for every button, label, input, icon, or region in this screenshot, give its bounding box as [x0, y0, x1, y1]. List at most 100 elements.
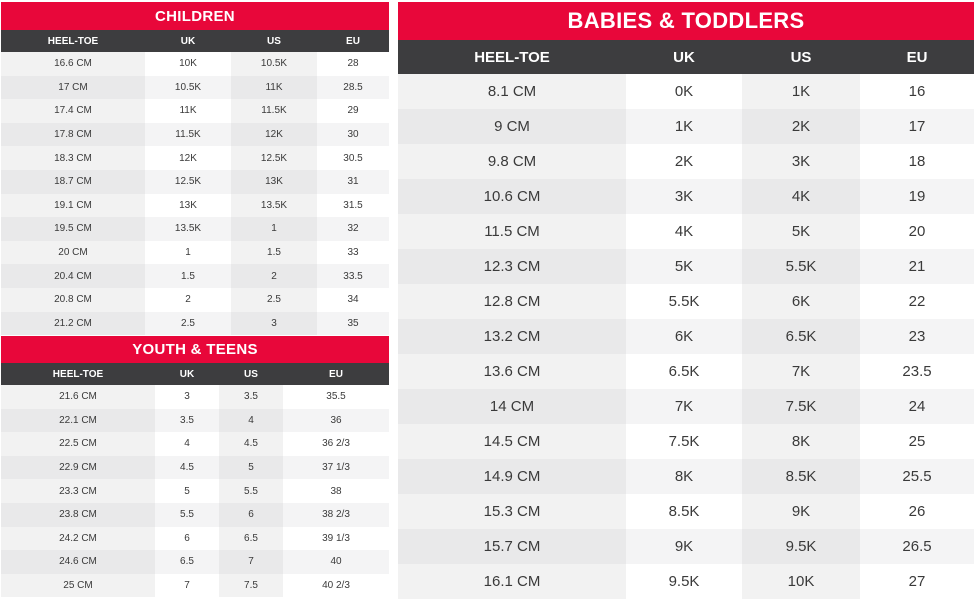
cell-uk: 3K — [626, 179, 742, 214]
cell-us: 1 — [231, 217, 317, 241]
cell-uk: 13K — [145, 193, 231, 218]
cell-eu: 28.5 — [317, 75, 389, 100]
cell-us: 12K — [231, 122, 317, 147]
cell-heel-toe: 18.3 CM — [1, 146, 145, 170]
cell-us: 7.5K — [742, 389, 860, 424]
cell-uk: 10K — [145, 52, 231, 76]
header-eu: EU — [346, 35, 360, 47]
cell-uk: 8.5K — [626, 494, 742, 529]
cell-us: 10.5K — [231, 52, 317, 76]
cell-eu: 40 2/3 — [283, 573, 389, 598]
cell-us: 4 — [219, 408, 283, 433]
cell-uk: 8K — [626, 459, 742, 494]
cell-uk: 5.5K — [626, 284, 742, 319]
cell-us: 1.5 — [231, 240, 317, 265]
table-row: 21.2 CM 2.5 3 35 — [1, 311, 389, 336]
table-row: 17.8 CM 11.5K 12K 30 — [1, 122, 389, 147]
table-row: 21.6 CM 3 3.5 35.5 — [1, 385, 389, 409]
table-row: 17.4 CM 11K 11.5K 29 — [1, 99, 389, 123]
cell-uk: 6.5K — [626, 354, 742, 389]
cell-uk: 4K — [626, 214, 742, 249]
youth-teens-title: YOUTH & TEENS — [1, 336, 389, 363]
cell-eu: 40 — [283, 550, 389, 574]
table-row: 18.3 CM 12K 12.5K 30.5 — [1, 146, 389, 170]
cell-eu: 28 — [317, 52, 389, 76]
cell-uk: 0K — [626, 74, 742, 109]
cell-heel-toe: 18.7 CM — [1, 169, 145, 194]
table-row: 15.3 CM 8.5K 9K 26 — [398, 494, 974, 529]
table-row: 25 CM 7 7.5 40 2/3 — [1, 573, 389, 598]
cell-us: 8K — [742, 424, 860, 459]
header-us: US — [267, 35, 281, 47]
header-heel-toe: HEEL-TOE — [474, 48, 550, 66]
cell-uk: 7 — [155, 573, 219, 598]
cell-heel-toe: 20.8 CM — [1, 287, 145, 312]
cell-heel-toe: 22.5 CM — [1, 432, 155, 456]
cell-us: 7.5 — [219, 573, 283, 598]
cell-uk: 4 — [155, 432, 219, 456]
cell-uk: 2 — [145, 287, 231, 312]
table-row: 19.1 CM 13K 13.5K 31.5 — [1, 193, 389, 218]
table-row: 14 CM 7K 7.5K 24 — [398, 389, 974, 424]
cell-heel-toe: 19.1 CM — [1, 193, 145, 218]
cell-us: 7K — [742, 354, 860, 389]
cell-eu: 39 1/3 — [283, 526, 389, 551]
cell-heel-toe: 24.6 CM — [1, 550, 155, 574]
cell-us: 11K — [231, 75, 317, 100]
table-row: 14.9 CM 8K 8.5K 25.5 — [398, 459, 974, 494]
cell-eu: 35 — [317, 311, 389, 336]
cell-eu: 36 2/3 — [283, 432, 389, 456]
cell-eu: 21 — [860, 249, 974, 284]
cell-eu: 29 — [317, 99, 389, 123]
cell-heel-toe: 13.2 CM — [398, 319, 626, 354]
cell-uk: 5 — [155, 479, 219, 503]
table-row: 20 CM 1 1.5 33 — [1, 240, 389, 265]
cell-uk: 3.5 — [155, 408, 219, 433]
cell-heel-toe: 17.4 CM — [1, 99, 145, 123]
cell-heel-toe: 19.5 CM — [1, 217, 145, 241]
table-row: 16.1 CM 9.5K 10K 27 — [398, 564, 974, 599]
cell-heel-toe: 21.6 CM — [1, 385, 155, 409]
cell-us: 2.5 — [231, 287, 317, 312]
cell-uk: 12K — [145, 146, 231, 170]
table-row: 8.1 CM 0K 1K 16 — [398, 74, 974, 109]
cell-uk: 3 — [155, 385, 219, 409]
cell-heel-toe: 20 CM — [1, 240, 145, 265]
header-us: US — [790, 48, 812, 66]
cell-us: 3K — [742, 144, 860, 179]
cell-us: 6.5K — [742, 319, 860, 354]
header-uk: UK — [673, 48, 695, 66]
cell-eu: 19 — [860, 179, 974, 214]
cell-heel-toe: 20.4 CM — [1, 264, 145, 288]
cell-eu: 26.5 — [860, 529, 974, 564]
cell-heel-toe: 22.9 CM — [1, 455, 155, 480]
header-eu: EU — [906, 48, 928, 66]
cell-heel-toe: 9.8 CM — [398, 144, 626, 179]
cell-eu: 30 — [317, 122, 389, 147]
cell-heel-toe: 10.6 CM — [398, 179, 626, 214]
cell-heel-toe: 12.8 CM — [398, 284, 626, 319]
cell-heel-toe: 23.3 CM — [1, 479, 155, 503]
cell-us: 6 — [219, 502, 283, 527]
cell-heel-toe: 25 CM — [1, 573, 155, 598]
cell-eu: 27 — [860, 564, 974, 599]
cell-heel-toe: 16.6 CM — [1, 52, 145, 76]
cell-uk: 10.5K — [145, 75, 231, 100]
cell-eu: 25 — [860, 424, 974, 459]
table-row: 15.7 CM 9K 9.5K 26.5 — [398, 529, 974, 564]
cell-eu: 20 — [860, 214, 974, 249]
table-row: 18.7 CM 12.5K 13K 31 — [1, 169, 389, 194]
cell-us: 4.5 — [219, 432, 283, 456]
cell-heel-toe: 24.2 CM — [1, 526, 155, 551]
cell-us: 2K — [742, 109, 860, 144]
cell-us: 6.5 — [219, 526, 283, 551]
cell-us: 13.5K — [231, 193, 317, 218]
cell-eu: 16 — [860, 74, 974, 109]
cell-uk: 1.5 — [145, 264, 231, 288]
table-row: 14.5 CM 7.5K 8K 25 — [398, 424, 974, 459]
header-uk: UK — [179, 368, 195, 380]
cell-heel-toe: 15.7 CM — [398, 529, 626, 564]
header-eu: EU — [329, 368, 343, 380]
table-row: 12.8 CM 5.5K 6K 22 — [398, 284, 974, 319]
cell-eu: 26 — [860, 494, 974, 529]
